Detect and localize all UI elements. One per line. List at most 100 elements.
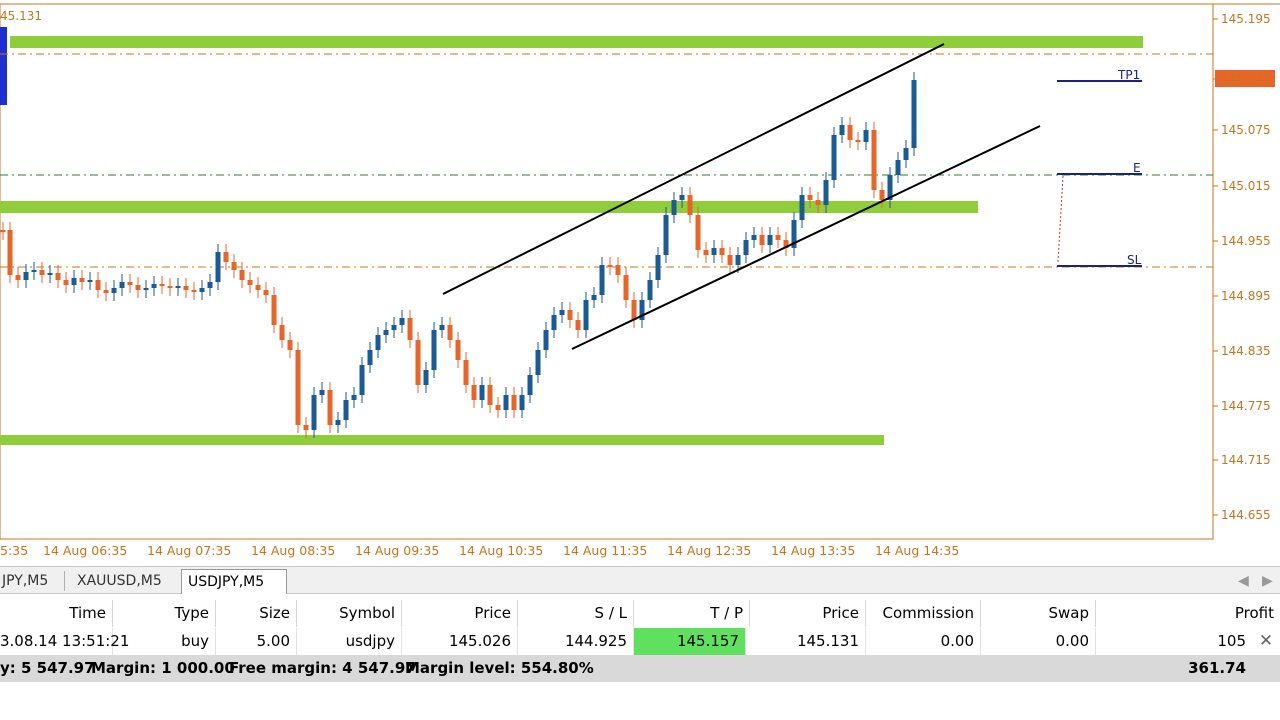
header-symbol[interactable]: Symbol (297, 600, 402, 627)
tabs-prev-arrow-icon[interactable]: ◀ (1238, 573, 1249, 589)
candle-body (487, 385, 493, 405)
candle-body (847, 125, 853, 140)
candle-body (551, 315, 557, 330)
candle-body (471, 385, 477, 400)
middle-zone[interactable] (0, 201, 978, 213)
candle-body (895, 160, 901, 175)
channel-lower-line[interactable] (571, 125, 1041, 350)
summary-margin-level: Margin level: 554.80% (405, 659, 594, 677)
candle-body (495, 405, 501, 410)
tabs-next-arrow-icon[interactable]: ▶ (1262, 573, 1273, 589)
tab-usdjpy-m5[interactable]: USDJPY,M5 (181, 569, 287, 594)
cell-profit: 105 (1217, 632, 1246, 650)
candle-body (7, 230, 13, 275)
cell-sl[interactable]: 144.925 (518, 628, 634, 655)
candle-body (799, 195, 805, 220)
channel-upper-line[interactable] (442, 43, 945, 295)
close-position-icon[interactable]: ✕ (1258, 631, 1274, 651)
cell-type: buy (113, 628, 216, 655)
candle-body (39, 270, 45, 275)
tab-xauusd-m5[interactable]: XAUUSD,M5 (77, 573, 162, 589)
candle-body (663, 215, 669, 255)
chart-canvas[interactable]: TP1 E SL 45.131 145.195145.131145.075145… (0, 0, 1280, 565)
cell-tp[interactable]: 145.157 (634, 628, 746, 655)
candle-body (279, 325, 285, 340)
header-time[interactable]: Time (0, 600, 113, 627)
candle-body (855, 140, 861, 142)
candle-body (311, 395, 317, 430)
candle-body (287, 340, 293, 350)
cell-swap: 0.00 (981, 628, 1096, 655)
time-tick-label: 5:35 (0, 543, 28, 558)
candle-body (751, 235, 757, 240)
candle-body (47, 273, 53, 275)
candle-body (183, 286, 189, 290)
candle-body (615, 265, 621, 275)
candle-body (247, 280, 253, 285)
header-price[interactable]: Price (402, 600, 518, 627)
candle-body (127, 282, 133, 285)
header-size[interactable]: Size (216, 600, 297, 627)
candle-body (0, 230, 6, 232)
candle-body (887, 175, 893, 200)
candle-body (575, 320, 581, 330)
candle-body (95, 280, 101, 290)
candle-body (119, 282, 125, 288)
candle-body (823, 180, 829, 205)
summary-margin: Margin: 1 000.00 (91, 659, 235, 677)
candle-body (367, 350, 373, 365)
entry-label: E (1133, 161, 1141, 175)
candle-body (175, 286, 181, 288)
candle-body (863, 130, 869, 142)
candle-body (519, 395, 525, 410)
candle-body (591, 295, 597, 300)
candle-body (103, 290, 109, 293)
table-row[interactable]: 3.08.14 13:51:21 buy 5.00 usdjpy 145.026… (0, 628, 1280, 655)
candle-body (303, 425, 309, 430)
cell-commission: 0.00 (866, 628, 981, 655)
price-chart[interactable]: TP1 E SL 45.131 145.195 145.131 145.075 145… (0, 0, 1280, 565)
time-tick-label: 14 Aug 10:35 (459, 543, 543, 558)
price-tick-label: 144.895 (1221, 289, 1271, 303)
current-price-badge (1215, 70, 1275, 87)
support-zone[interactable] (0, 435, 884, 445)
candle-body (479, 385, 485, 400)
candle-body (231, 262, 237, 270)
candle-body (431, 330, 437, 370)
header-sl[interactable]: S / L (518, 600, 634, 627)
candle-body (695, 215, 701, 250)
chart-tabs-bar: JPY,M5 XAUUSD,M5 USDJPY,M5 ◀ ▶ (0, 566, 1280, 594)
candle-body (783, 240, 789, 248)
candle-body (255, 285, 261, 290)
cell-time: 3.08.14 13:51:21 (0, 628, 129, 655)
price-tick-label: 144.655 (1221, 508, 1271, 522)
candle-body (727, 255, 733, 265)
header-type[interactable]: Type (113, 600, 216, 627)
candle-body (215, 252, 221, 282)
sl-label: SL (1127, 253, 1142, 267)
candle-body (263, 290, 269, 295)
candle-body (711, 248, 717, 255)
candle-body (559, 310, 565, 315)
resistance-zone[interactable] (10, 36, 1143, 48)
candle-body (159, 284, 165, 286)
candle-body (351, 395, 357, 400)
candle-body (319, 390, 325, 395)
cell-price: 145.026 (402, 628, 518, 655)
time-tick-label: 14 Aug 13:35 (771, 543, 855, 558)
header-profit[interactable]: Profit (1234, 604, 1274, 622)
candle-body (775, 235, 781, 240)
candle-body (743, 240, 749, 255)
candle-body (903, 148, 909, 160)
candle-body (383, 330, 389, 335)
header-swap[interactable]: Swap (981, 600, 1096, 627)
tab-jpy-m5[interactable]: JPY,M5 (2, 573, 49, 589)
price-tick-label: 145.015 (1221, 179, 1271, 193)
candle-body (679, 195, 685, 200)
header-current-price[interactable]: Price (750, 600, 866, 627)
time-tick-label: 14 Aug 11:35 (563, 543, 647, 558)
header-tp[interactable]: T / P (634, 600, 750, 627)
header-commission[interactable]: Commission (866, 600, 981, 627)
candle-body (631, 300, 637, 320)
cell-current-price: 145.131 (750, 628, 866, 655)
